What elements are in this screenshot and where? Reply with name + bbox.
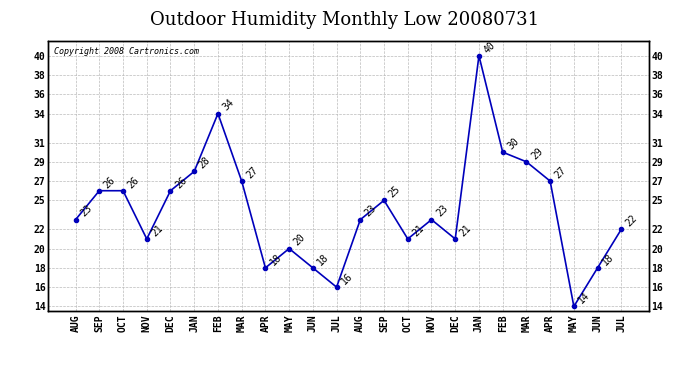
Text: 21: 21 (411, 223, 426, 238)
Text: 23: 23 (434, 204, 450, 219)
Text: 26: 26 (173, 174, 188, 190)
Text: 23: 23 (79, 204, 94, 219)
Text: 23: 23 (363, 204, 379, 219)
Text: 21: 21 (458, 223, 473, 238)
Text: Outdoor Humidity Monthly Low 20080731: Outdoor Humidity Monthly Low 20080731 (150, 11, 540, 29)
Text: 26: 26 (102, 174, 117, 190)
Text: 14: 14 (577, 290, 592, 306)
Text: 27: 27 (244, 165, 260, 180)
Text: 25: 25 (387, 184, 402, 200)
Text: 30: 30 (506, 136, 521, 152)
Text: 22: 22 (624, 213, 640, 228)
Text: 29: 29 (529, 146, 544, 161)
Text: 20: 20 (292, 232, 307, 248)
Text: 18: 18 (315, 252, 331, 267)
Text: 21: 21 (150, 223, 165, 238)
Text: 34: 34 (221, 98, 236, 113)
Text: 28: 28 (197, 155, 213, 171)
Text: 40: 40 (482, 39, 497, 55)
Text: 26: 26 (126, 174, 141, 190)
Text: Copyright 2008 Cartronics.com: Copyright 2008 Cartronics.com (55, 46, 199, 56)
Text: 18: 18 (268, 252, 284, 267)
Text: 16: 16 (339, 271, 355, 286)
Text: 27: 27 (553, 165, 569, 180)
Text: 18: 18 (600, 252, 615, 267)
